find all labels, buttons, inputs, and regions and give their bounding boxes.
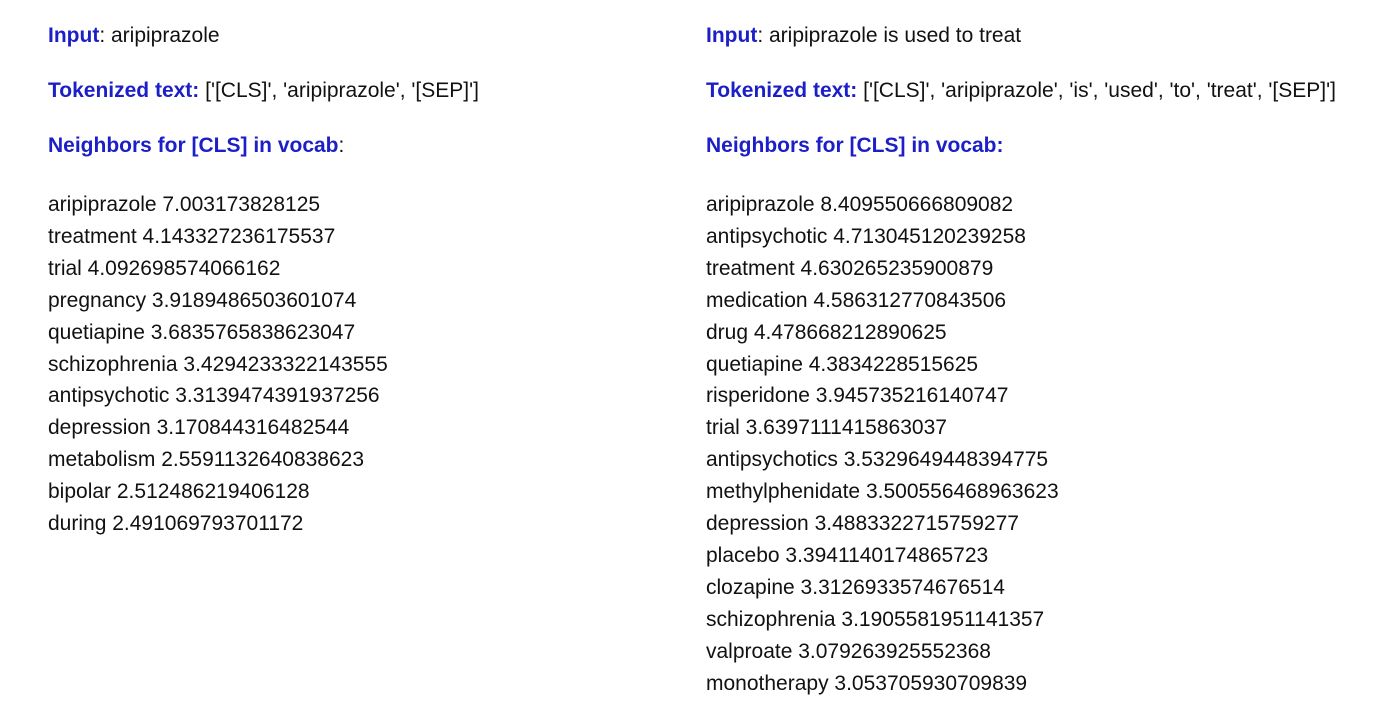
neighbor-item: trial 3.6397111415863037 [706, 416, 947, 440]
neighbor-item: treatment 4.630265235900879 [706, 256, 994, 280]
input-value: aripiprazole [105, 24, 220, 47]
input-colon: : [99, 24, 106, 47]
neighbor-item: aripiprazole 7.003173828125 [48, 193, 321, 216]
neighbor-item: pregnancy 3.9189486503601074 [48, 288, 357, 312]
neighbor-item: schizophrenia 3.4294233322143555 [48, 352, 388, 376]
neighbor-item: quetiapine 3.6835765838623047 [48, 320, 356, 344]
tokenized-value: ['[CLS]', 'aripiprazole', 'is', 'used', … [857, 79, 1336, 102]
neighbor-item: antipsychotic 3.3139474391937256 [48, 384, 380, 408]
neighbor-item: during 2.491069793701172 [48, 512, 304, 536]
neighbor-list: aripiprazole 7.003173828125 treatment 4.… [48, 189, 388, 540]
input-colon: : [757, 24, 764, 47]
neighbor-item: risperidone 3.945735216140747 [706, 384, 1009, 408]
input-label: Input [706, 24, 758, 47]
neighbors-label: Neighbors for [CLS] in vocab [48, 134, 339, 157]
neighbor-list: aripiprazole 8.409550666809082 antipsych… [706, 189, 1059, 700]
neighbor-item: depression 3.4883322715759277 [706, 512, 1019, 536]
tokenized-line: Tokenized text: ['[CLS]', 'aripiprazole'… [706, 79, 1336, 103]
input-value: aripiprazole is used to treat [763, 24, 1022, 47]
neighbor-item: clozapine 3.3126933574676514 [706, 575, 1005, 599]
neighbor-item: bipolar 2.512486219406128 [48, 480, 310, 504]
neighbors-heading: Neighbors for [CLS] in vocab: [706, 134, 1004, 158]
neighbors-label: Neighbors for [CLS] in vocab: [706, 134, 1004, 157]
neighbor-item: medication 4.586312770843506 [706, 288, 1007, 312]
neighbor-item: schizophrenia 3.1905581951141357 [706, 607, 1045, 631]
tokenized-label: Tokenized text: [706, 79, 858, 102]
neighbor-item: placebo 3.3941140174865723 [706, 543, 989, 567]
neighbor-item: metabolism 2.5591132640838623 [48, 448, 365, 472]
neighbor-item: monotherapy 3.053705930709839 [706, 671, 1028, 695]
input-line: Input: aripiprazole is used to treat [706, 24, 1021, 48]
neighbor-item: trial 4.092698574066162 [48, 256, 281, 280]
neighbors-heading: Neighbors for [CLS] in vocab: [48, 134, 344, 158]
tokenized-value: ['[CLS]', 'aripiprazole', '[SEP]'] [199, 79, 479, 102]
tokenized-label: Tokenized text: [48, 79, 200, 102]
tokenized-line: Tokenized text: ['[CLS]', 'aripiprazole'… [48, 79, 479, 103]
neighbor-item: aripiprazole 8.409550666809082 [706, 193, 1014, 216]
neighbor-item: depression 3.170844316482544 [48, 416, 350, 440]
neighbor-item: methylphenidate 3.500556468963623 [706, 480, 1059, 504]
neighbor-item: valproate 3.079263925552368 [706, 639, 991, 663]
neighbor-item: drug 4.478668212890625 [706, 320, 947, 344]
neighbor-item: treatment 4.143327236175537 [48, 224, 336, 248]
input-line: Input: aripiprazole [48, 24, 220, 48]
input-label: Input [48, 24, 100, 47]
neighbors-colon: : [338, 134, 345, 157]
neighbor-item: antipsychotics 3.5329649448394775 [706, 448, 1049, 472]
neighbor-item: antipsychotic 4.713045120239258 [706, 224, 1026, 248]
neighbor-item: quetiapine 4.3834228515625 [706, 352, 979, 376]
